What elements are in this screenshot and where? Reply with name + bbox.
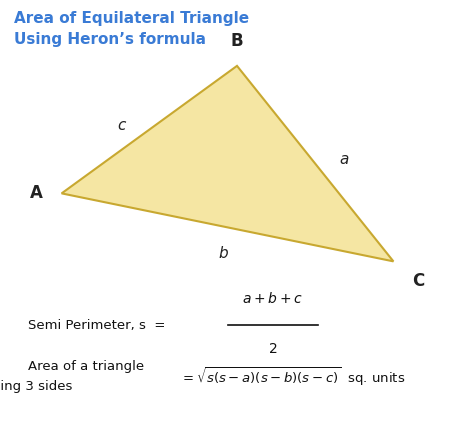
Text: B: B <box>231 32 243 50</box>
Text: using 3 sides: using 3 sides <box>0 380 72 393</box>
Text: C: C <box>412 272 425 290</box>
Text: $a + b + c$: $a + b + c$ <box>242 291 303 306</box>
Text: Area of a triangle: Area of a triangle <box>28 360 145 373</box>
Text: c: c <box>117 118 126 133</box>
Polygon shape <box>62 66 393 261</box>
Text: a: a <box>339 152 348 167</box>
Text: A: A <box>30 184 43 202</box>
Text: Semi Perimeter, s  =: Semi Perimeter, s = <box>28 319 166 332</box>
Text: Using Heron’s formula: Using Heron’s formula <box>14 32 206 47</box>
Text: Area of Equilateral Triangle: Area of Equilateral Triangle <box>14 11 249 26</box>
Text: $2$: $2$ <box>268 342 277 356</box>
Text: b: b <box>218 246 228 261</box>
Text: $= \sqrt{s(s-a)(s-b)(s-c)}$  sq. units: $= \sqrt{s(s-a)(s-b)(s-c)}$ sq. units <box>180 365 405 388</box>
